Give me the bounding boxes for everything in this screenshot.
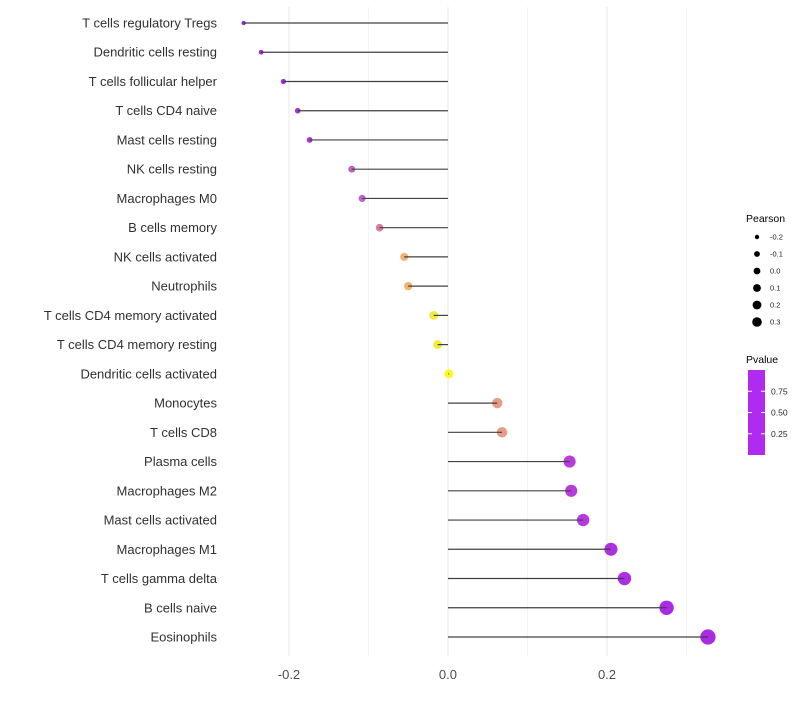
lollipop-row <box>241 20 448 26</box>
category-label: Dendritic cells resting <box>93 45 217 60</box>
category-label: Monocytes <box>154 396 217 411</box>
lollipop-row <box>447 427 508 438</box>
size-legend-dot <box>754 234 760 240</box>
x-tick-label: 0.0 <box>439 667 457 682</box>
category-label: T cells follicular helper <box>89 74 218 89</box>
x-axis-labels: -0.2 0.0 0.2 <box>278 667 616 682</box>
lollipop-row <box>447 571 632 586</box>
size-legend-title: Pearson <box>746 213 785 225</box>
category-label: T cells CD4 memory activated <box>44 308 217 323</box>
category-label: B cells naive <box>144 600 217 615</box>
category-label: NK cells resting <box>127 162 217 177</box>
lollipop-row <box>447 629 716 645</box>
category-label: Mast cells resting <box>117 132 217 147</box>
lollipop-row <box>447 513 590 527</box>
color-legend-tick-label: 0.25 <box>771 429 788 439</box>
lollipop-row <box>447 455 576 468</box>
size-legend-label: -0.2 <box>770 233 783 242</box>
category-label: T cells CD4 naive <box>115 103 217 118</box>
lollipop-row <box>306 136 448 143</box>
category-label: NK cells activated <box>114 249 217 264</box>
category-label: Macrophages M1 <box>117 542 217 557</box>
lollipop-row <box>444 369 454 379</box>
size-legend-dot <box>753 267 761 275</box>
lollipop-dot <box>444 369 454 379</box>
lollipop-dot <box>563 455 576 468</box>
size-legend-label: -0.1 <box>770 250 783 259</box>
lollipop-row <box>358 194 448 203</box>
size-legend-label: 0.0 <box>770 267 780 276</box>
pearson-size-legend: Pearson -0.2 -0.1 0.0 0.1 0.2 0.3 <box>746 213 785 327</box>
lollipop-row <box>404 282 448 291</box>
category-label: Macrophages M0 <box>117 191 217 206</box>
size-legend-label: 0.2 <box>770 301 780 310</box>
lollipop-dot <box>700 629 716 645</box>
lollipop-row <box>348 165 448 173</box>
lollipop-row <box>429 310 448 320</box>
x-tick-label: -0.2 <box>278 667 300 682</box>
lollipop-rows <box>241 20 716 645</box>
category-label: T cells gamma delta <box>101 571 218 586</box>
lollipop-row <box>433 340 448 350</box>
lollipop-row <box>294 107 448 114</box>
color-legend-title: Pvalue <box>746 354 778 366</box>
category-label: Neutrophils <box>151 279 217 294</box>
lollipop-row <box>375 223 448 232</box>
lollipop-row <box>400 252 448 261</box>
size-legend-dot <box>752 300 762 310</box>
x-tick-label: 0.2 <box>598 667 616 682</box>
size-legend-dot <box>753 284 761 292</box>
category-label: T cells regulatory Tregs <box>82 16 217 31</box>
lollipop-row <box>447 397 503 409</box>
color-legend-tick-label: 0.75 <box>771 386 788 396</box>
color-legend-tick-label: 0.50 <box>771 408 788 418</box>
y-axis-labels: T cells regulatory Tregs Dendritic cells … <box>44 16 218 645</box>
category-label: T cells CD4 memory resting <box>57 337 217 352</box>
lollipop-dot <box>375 223 384 232</box>
lollipop-dot <box>258 49 264 55</box>
lollipop-row <box>447 600 674 615</box>
category-label: Mast cells activated <box>104 513 217 528</box>
category-label: Dendritic cells activated <box>80 366 217 381</box>
size-legend-label: 0.3 <box>770 318 780 327</box>
category-label: Eosinophils <box>151 630 218 645</box>
category-label: Macrophages M2 <box>117 483 217 498</box>
gridlines <box>288 7 687 656</box>
category-label: Plasma cells <box>144 454 217 469</box>
lollipop-row <box>447 542 618 556</box>
size-legend-dot <box>752 317 762 327</box>
lollipop-row <box>280 78 448 85</box>
pvalue-color-legend: Pvalue 0.75 0.50 0.25 <box>746 354 788 455</box>
pvalue-gradient-bar <box>748 370 765 455</box>
lollipop-row <box>258 49 448 55</box>
size-legend-label: 0.1 <box>770 284 780 293</box>
size-legend-dot <box>754 251 760 257</box>
category-label: B cells memory <box>128 220 217 235</box>
category-label: T cells CD8 <box>150 425 217 440</box>
lollipop-row <box>447 484 578 497</box>
